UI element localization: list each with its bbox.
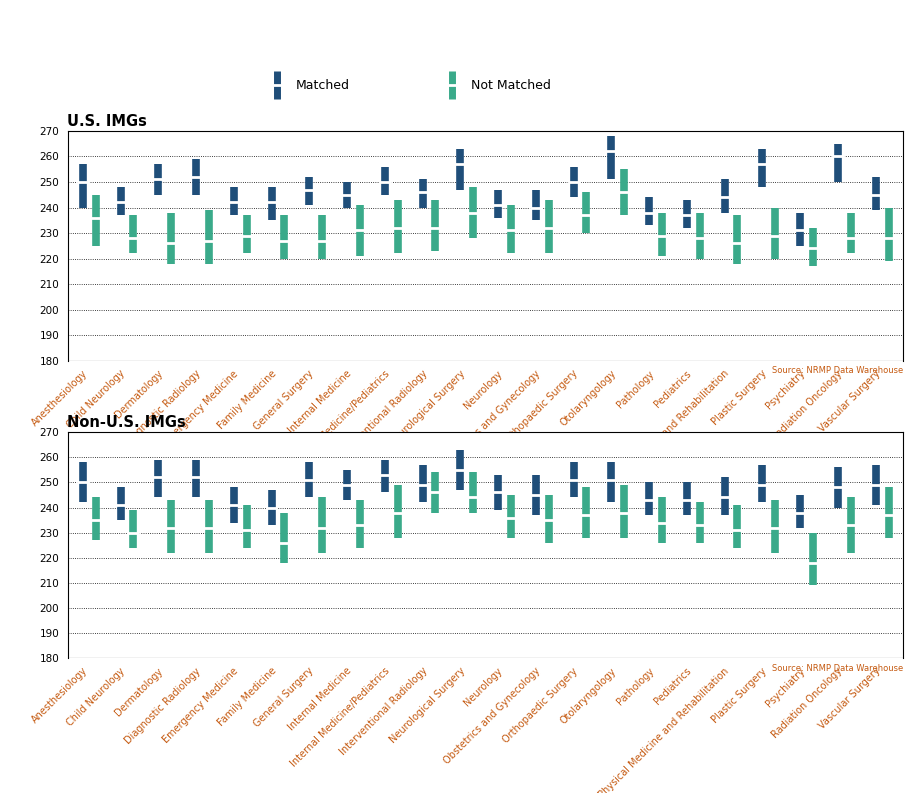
Text: Source: NRMP Data Warehouse: Source: NRMP Data Warehouse [771, 366, 902, 375]
Text: by Preferred Specialty, Match Status, and IMG Applicant Type: by Preferred Specialty, Match Status, an… [77, 48, 536, 60]
Text: Matched: Matched [295, 79, 349, 92]
Text: Source: NRMP Data Warehouse: Source: NRMP Data Warehouse [771, 664, 902, 672]
Text: Not Matched: Not Matched [470, 79, 550, 92]
Text: Chart: Chart [10, 2, 56, 17]
Text: Non-U.S. IMGs: Non-U.S. IMGs [67, 415, 185, 430]
Text: U.S. IMGs: U.S. IMGs [67, 113, 147, 128]
Text: 7: 7 [27, 46, 38, 63]
Text: USMLE Step 2 CK Scores of International Medical Graduates: USMLE Step 2 CK Scores of International … [77, 1, 619, 16]
